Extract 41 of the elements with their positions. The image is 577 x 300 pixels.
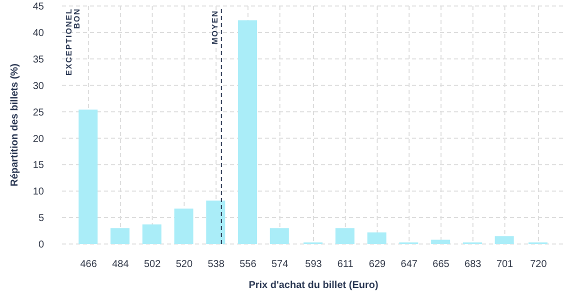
bar xyxy=(431,240,450,244)
y-tick-label: 40 xyxy=(32,28,44,39)
y-tick-label: 15 xyxy=(32,160,44,172)
x-tick-label: 701 xyxy=(496,259,514,270)
bar xyxy=(494,236,514,244)
y-tick-label: 10 xyxy=(32,186,44,198)
annotation: BON xyxy=(72,8,82,29)
x-tick-label: 665 xyxy=(432,259,450,270)
x-tick-label: 538 xyxy=(208,259,225,270)
bar xyxy=(335,228,354,244)
bar xyxy=(174,208,194,244)
y-axis-title: Répartition des billets (%) xyxy=(10,64,21,186)
bar xyxy=(78,110,98,244)
x-tick-label: 484 xyxy=(112,259,130,270)
y-tick-label: 20 xyxy=(32,134,44,145)
x-tick-label: 611 xyxy=(337,259,354,270)
bar xyxy=(142,224,162,244)
bar xyxy=(238,20,258,244)
x-tick-label: 574 xyxy=(272,259,289,270)
bar xyxy=(206,200,226,244)
bar xyxy=(367,232,386,244)
x-tick-label: 466 xyxy=(80,259,98,270)
x-tick-label: 593 xyxy=(305,259,322,270)
annotation: EXCEPTIONEL xyxy=(64,8,74,76)
bar xyxy=(270,228,289,244)
y-tick-label: 45 xyxy=(32,2,44,13)
x-tick-label: 556 xyxy=(240,259,257,270)
x-tick-label: 683 xyxy=(464,259,482,270)
x-tick-label: 629 xyxy=(368,259,386,270)
y-tick-label: 0 xyxy=(38,240,44,251)
x-tick-label: 647 xyxy=(400,259,418,270)
y-tick-label: 25 xyxy=(32,107,44,118)
x-axis-title: Prix d'achat du billet (Euro) xyxy=(248,280,378,291)
y-tick-label: 30 xyxy=(32,80,44,92)
x-tick-label: 720 xyxy=(530,259,548,270)
y-tick-label: 35 xyxy=(32,54,44,66)
x-tick-label: 520 xyxy=(176,259,193,270)
bar xyxy=(110,228,130,244)
y-tick-label: 5 xyxy=(38,213,44,224)
ref-line-label: MOYEN xyxy=(210,10,220,44)
x-tick-label: 502 xyxy=(144,259,162,270)
